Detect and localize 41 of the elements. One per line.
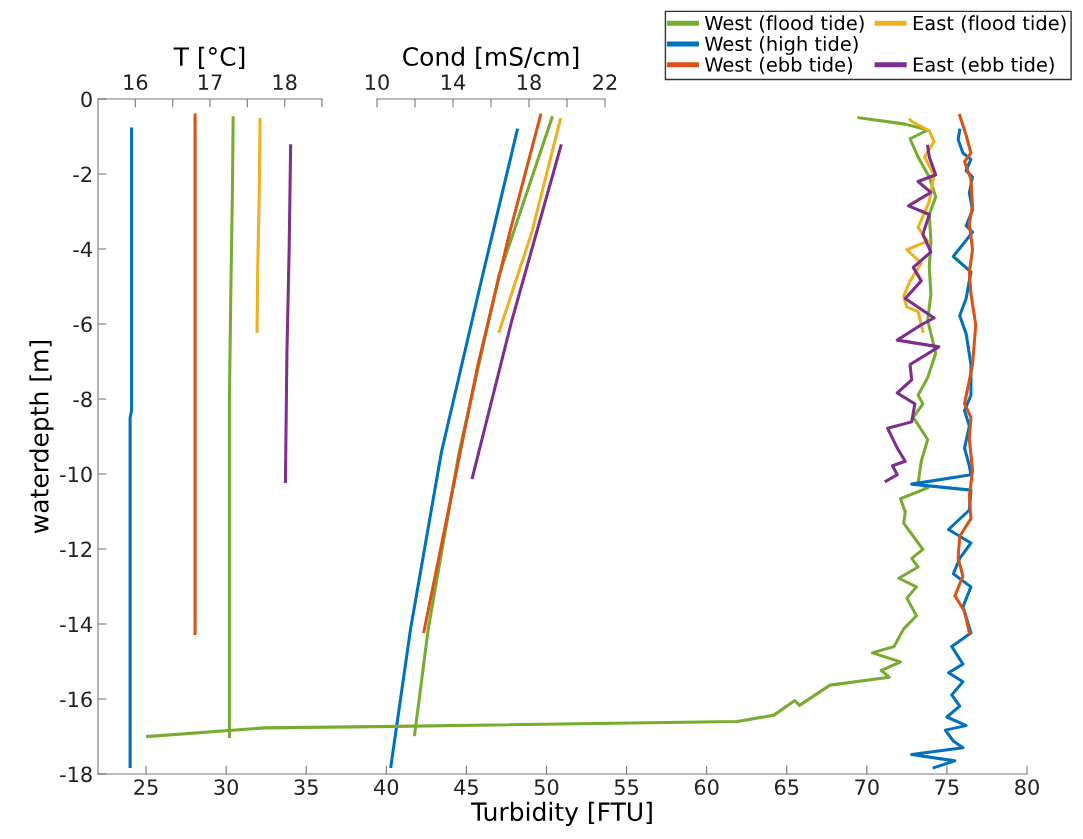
x-tick-label: 75: [935, 779, 959, 795]
line-series: [146, 116, 938, 739]
x-tick-label: 17: [199, 74, 222, 90]
y-tick-label: -8: [73, 391, 92, 408]
x-tick-label: 18: [273, 74, 297, 91]
y-tick-label: -4: [73, 241, 92, 257]
legend-label: East (ebb tide): [913, 56, 1054, 75]
y-tick-label: -12: [60, 541, 92, 557]
x-tick-label: 10: [366, 74, 389, 91]
line-series: [884, 144, 941, 483]
y-tick-label: -18: [60, 766, 92, 783]
x-tick-label: 55: [614, 779, 638, 795]
x-tick-label: 45: [454, 779, 478, 795]
line-series: [953, 113, 978, 635]
x-tick-label: 80: [1015, 779, 1039, 795]
legend-label: West (flood tide): [704, 15, 864, 33]
legend-label: West (ebb tide): [704, 56, 852, 75]
x-axis-title: Cond [mS/cm]: [403, 46, 579, 69]
x-axis-title: Turbidity [FTU]: [471, 801, 652, 826]
x-tick-label: 40: [374, 779, 399, 795]
x-tick-label: 30: [214, 779, 239, 795]
y-tick-label: -2: [73, 166, 92, 182]
x-tick-label: 35: [294, 779, 318, 795]
y-tick-label: -6: [73, 316, 92, 333]
y-tick-label: -16: [60, 691, 92, 708]
x-tick-label: 60: [694, 779, 719, 795]
x-tick-label: 16: [124, 74, 148, 91]
x-axis-title: T [°C]: [173, 46, 245, 69]
x-tick-label: 18: [518, 74, 541, 91]
x-tick-label: 14: [442, 74, 466, 90]
legend-label: East (flood tide): [913, 15, 1066, 33]
legend-label: West (high tide): [704, 36, 858, 55]
y-axis-title: waterdepth [m]: [29, 340, 54, 534]
y-tick-label: -10: [60, 466, 92, 483]
x-tick-label: 70: [855, 779, 879, 795]
x-tick-label: 22: [593, 74, 617, 90]
y-tick-label: 0: [81, 91, 92, 108]
y-tick-label: -14: [60, 616, 92, 632]
x-tick-label: 65: [774, 779, 799, 795]
x-tick-label: 50: [534, 779, 559, 795]
x-tick-label: 25: [134, 779, 158, 795]
